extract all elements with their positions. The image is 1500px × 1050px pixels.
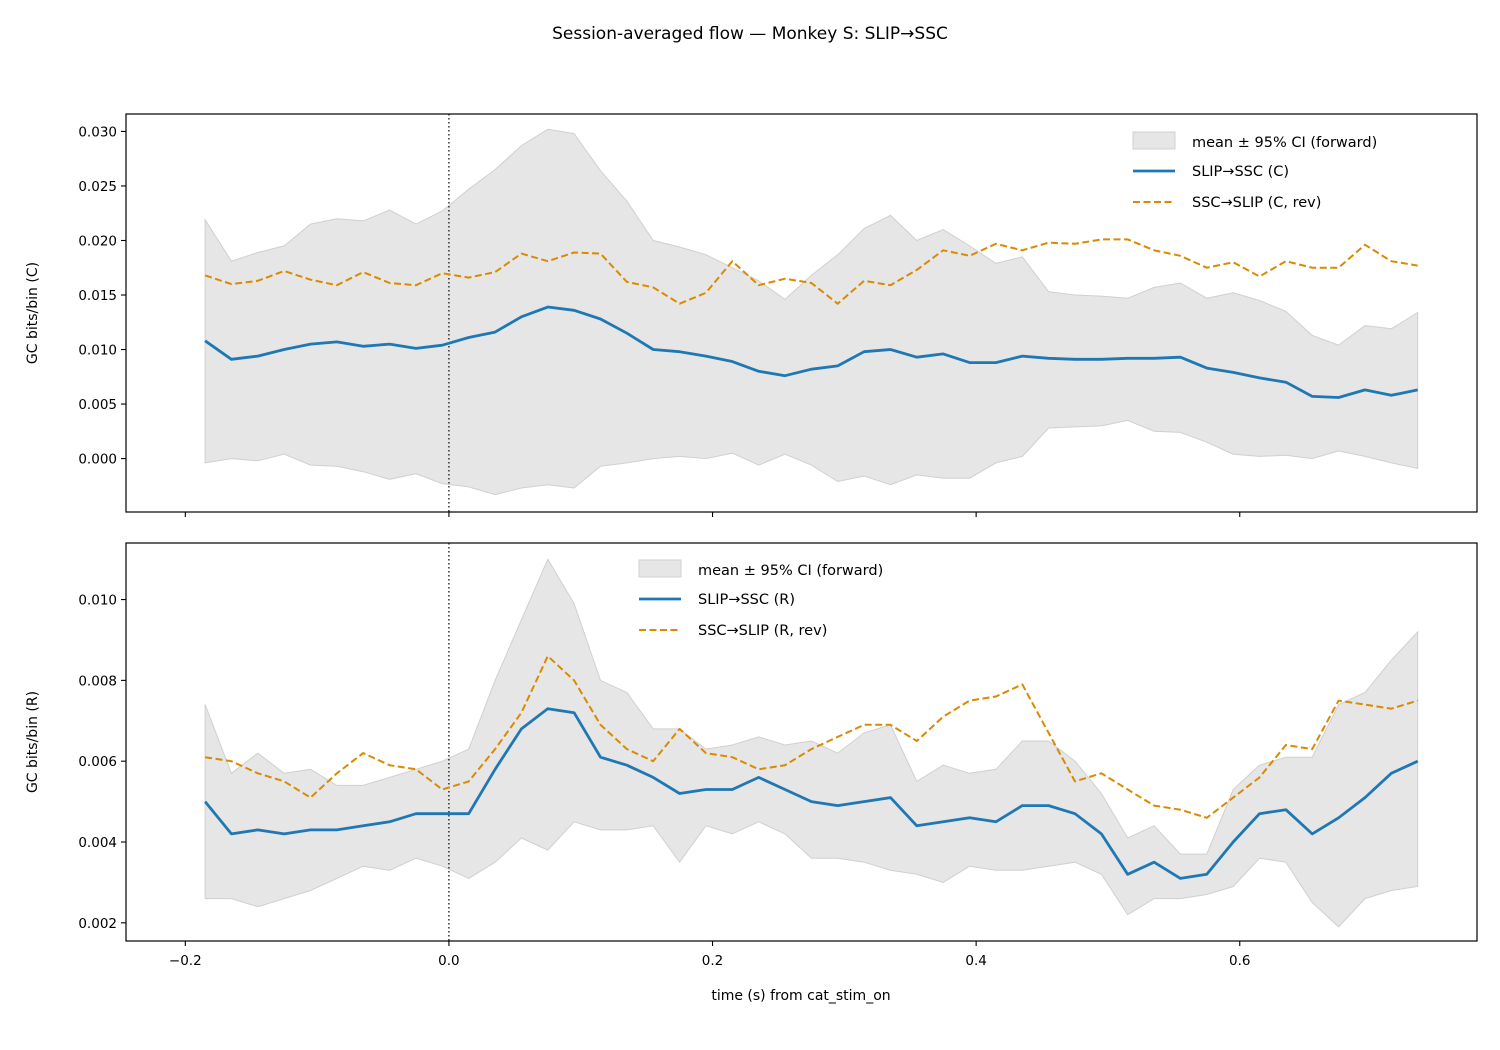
legend: mean ± 95% CI (forward) SLIP→SSC (C) SSC→S…	[1132, 131, 1377, 211]
y-tick-label: 0.010	[78, 343, 117, 359]
bottom-panel-causality-r: GC bits/bin (R) time (s) from cat_stim_o…	[25, 542, 1478, 1004]
y-tick-label: 0.008	[78, 673, 117, 689]
forward-series-line	[204, 707, 1419, 880]
top-panel-causality-c: GC bits/bin (C) 0.000 0.005 0.010 0.015 0.02…	[25, 113, 1478, 517]
x-tick-label: 0.0	[438, 953, 459, 969]
ci-band	[204, 558, 1419, 928]
y-tick-label: 0.010	[78, 593, 117, 609]
legend-band-swatch	[638, 559, 682, 578]
x-tick-label: 0.6	[1229, 953, 1250, 969]
top-panel-ylabel: GC bits/bin (C)	[25, 262, 41, 364]
y-tick-label: 0.030	[78, 124, 117, 140]
x-tick-label: 0.4	[965, 953, 986, 969]
legend-reverse-label: SSC→SLIP (C, rev)	[1192, 195, 1321, 211]
reverse-series-line	[204, 655, 1418, 819]
y-tick-label: 0.000	[78, 452, 117, 468]
legend-forward-label: SLIP→SSC (R)	[698, 592, 795, 608]
legend-reverse-label: SSC→SLIP (R, rev)	[698, 623, 827, 639]
x-tick-label: −0.2	[169, 953, 202, 969]
figure-title: Session-averaged flow — Monkey S: SLIP→S…	[552, 24, 948, 44]
y-tick-label: 0.015	[78, 288, 117, 304]
x-tick-label: 0.2	[702, 953, 723, 969]
y-tick-label: 0.005	[78, 397, 117, 413]
bottom-panel-xlabel: time (s) from cat_stim_on	[711, 988, 890, 1004]
y-tick-label: 0.002	[78, 916, 117, 932]
forward-series-line	[204, 305, 1418, 399]
legend-forward-label: SLIP→SSC (C)	[1192, 164, 1289, 180]
y-tick-label: 0.006	[78, 754, 117, 770]
y-tick-label: 0.025	[78, 179, 117, 195]
axes-frame	[125, 113, 1478, 513]
ci-band	[204, 128, 1419, 496]
reverse-series-line	[204, 238, 1418, 305]
legend-band-label: mean ± 95% CI (forward)	[698, 563, 883, 579]
legend: mean ± 95% CI (forward) SLIP→SSC (R) SSC→S…	[638, 559, 883, 639]
bottom-panel-ylabel: GC bits/bin (R)	[25, 691, 41, 793]
y-tick-label: 0.020	[78, 233, 117, 249]
legend-band-label: mean ± 95% CI (forward)	[1192, 135, 1377, 151]
legend-band-swatch	[1132, 131, 1176, 150]
axes-frame	[125, 542, 1478, 942]
y-tick-label: 0.004	[78, 835, 117, 851]
